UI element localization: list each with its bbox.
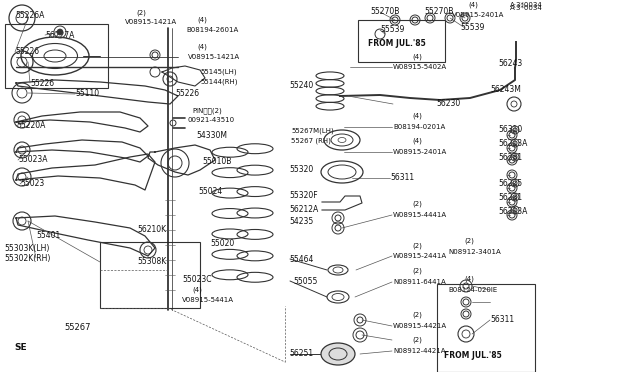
Text: 56243M: 56243M — [490, 86, 521, 94]
Text: B08194-0201A: B08194-0201A — [393, 124, 445, 130]
Text: 55539: 55539 — [460, 23, 484, 32]
Text: V0B915-2401A: V0B915-2401A — [452, 12, 504, 18]
Text: (2): (2) — [412, 312, 422, 318]
Text: 55308K: 55308K — [137, 257, 166, 266]
Text: W08915-2441A: W08915-2441A — [393, 253, 447, 259]
Text: V08915-1421A: V08915-1421A — [188, 54, 240, 60]
Text: A·3*0034: A·3*0034 — [510, 5, 543, 11]
Text: (2): (2) — [412, 337, 422, 343]
Text: 55144(RH): 55144(RH) — [200, 79, 237, 85]
Text: 55020: 55020 — [210, 240, 234, 248]
Text: W08915-2401A: W08915-2401A — [393, 149, 447, 155]
Text: W08915-5402A: W08915-5402A — [393, 64, 447, 70]
Text: 55303K(LH): 55303K(LH) — [4, 244, 49, 253]
Text: 55270B: 55270B — [370, 7, 399, 16]
Text: 56243: 56243 — [498, 58, 522, 67]
Text: PINピン(2): PINピン(2) — [192, 108, 221, 114]
Text: 55270B: 55270B — [424, 7, 453, 16]
Bar — [5, 24, 108, 88]
Text: 55024: 55024 — [198, 186, 222, 196]
Text: 56310: 56310 — [498, 125, 522, 135]
Text: B08124-020IE: B08124-020IE — [448, 287, 497, 293]
Text: (4): (4) — [197, 17, 207, 23]
Text: 55320: 55320 — [289, 166, 313, 174]
Text: 56225: 56225 — [498, 179, 522, 187]
Text: 55302K(RH): 55302K(RH) — [4, 253, 51, 263]
Text: 56213A: 56213A — [498, 138, 527, 148]
Text: (4): (4) — [468, 2, 478, 8]
Text: 56213A: 56213A — [498, 206, 527, 215]
Text: N08912-3401A: N08912-3401A — [448, 249, 500, 255]
Text: (4): (4) — [412, 54, 422, 60]
Text: 00921-43510: 00921-43510 — [188, 117, 235, 123]
Text: 55226: 55226 — [175, 89, 199, 97]
Text: (4): (4) — [464, 276, 474, 282]
Text: (2): (2) — [412, 268, 422, 274]
Bar — [358, 20, 445, 62]
Text: FROM JUL.'85: FROM JUL.'85 — [444, 352, 502, 360]
Ellipse shape — [321, 343, 355, 365]
Text: A·3*0034: A·3*0034 — [510, 2, 543, 8]
Text: 55267 (RH): 55267 (RH) — [291, 138, 331, 144]
Text: 56210K: 56210K — [137, 225, 166, 234]
Text: 55267M(LH): 55267M(LH) — [291, 128, 333, 134]
Text: 55539: 55539 — [380, 26, 404, 35]
Text: (2): (2) — [412, 243, 422, 249]
Bar — [100, 242, 200, 308]
Text: 55401: 55401 — [36, 231, 60, 240]
Text: V08915-5441A: V08915-5441A — [182, 297, 234, 303]
Text: 56212A: 56212A — [289, 205, 318, 215]
Text: 55145(LH): 55145(LH) — [200, 69, 237, 75]
Text: 55055: 55055 — [293, 276, 317, 285]
Text: N08912-4421A: N08912-4421A — [393, 348, 445, 354]
Text: 54235: 54235 — [289, 217, 313, 225]
Text: 55023: 55023 — [20, 180, 44, 189]
Text: 56227A: 56227A — [45, 31, 74, 39]
Text: 55240: 55240 — [289, 81, 313, 90]
Text: (2): (2) — [136, 10, 146, 16]
Text: N08911-6441A: N08911-6441A — [393, 279, 445, 285]
Text: 56231: 56231 — [498, 153, 522, 161]
Text: W08915-4421A: W08915-4421A — [393, 323, 447, 329]
Text: 56311: 56311 — [490, 315, 514, 324]
Text: (4): (4) — [412, 113, 422, 119]
Text: (4): (4) — [412, 138, 422, 144]
Text: 55226A: 55226A — [15, 12, 44, 20]
Text: (2): (2) — [412, 201, 422, 207]
Text: 56231: 56231 — [498, 192, 522, 202]
Text: 55220A: 55220A — [16, 122, 45, 131]
Text: 54330M: 54330M — [196, 131, 227, 141]
Text: (4): (4) — [192, 287, 202, 293]
Text: 55226: 55226 — [15, 48, 39, 57]
Text: 56251: 56251 — [289, 350, 313, 359]
Text: 55023A: 55023A — [18, 155, 47, 164]
Circle shape — [57, 29, 63, 35]
Text: FROM JUL.'85: FROM JUL.'85 — [368, 39, 426, 48]
Text: 55010B: 55010B — [202, 157, 232, 166]
Text: 56230: 56230 — [436, 99, 460, 109]
Text: V08915-1421A: V08915-1421A — [125, 19, 177, 25]
Text: B08194-2601A: B08194-2601A — [186, 27, 238, 33]
Text: 55320F: 55320F — [289, 192, 317, 201]
Text: 56311: 56311 — [390, 173, 414, 183]
Text: (4): (4) — [197, 44, 207, 50]
Text: SE: SE — [14, 343, 27, 353]
Text: 55110: 55110 — [75, 90, 99, 99]
Text: 55023C: 55023C — [182, 276, 211, 285]
Text: (2): (2) — [464, 238, 474, 244]
Text: 55267: 55267 — [64, 324, 90, 333]
Text: 55464: 55464 — [289, 254, 314, 263]
Text: W08915-4441A: W08915-4441A — [393, 212, 447, 218]
Bar — [437, 284, 535, 372]
Text: 55226: 55226 — [30, 78, 54, 87]
